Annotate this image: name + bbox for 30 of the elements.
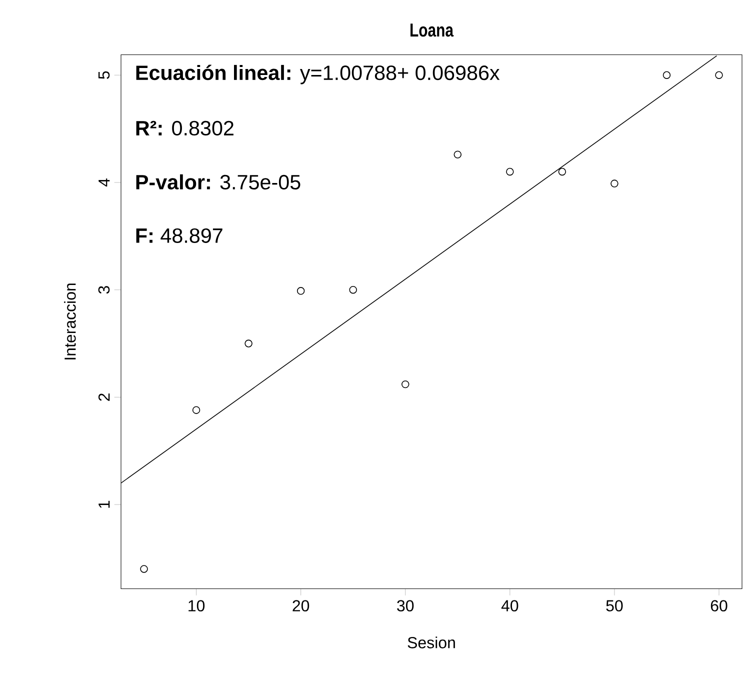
point xyxy=(454,150,462,158)
point xyxy=(402,380,410,388)
point xyxy=(296,287,305,295)
annotation: P-valor: 3.75e-05 xyxy=(136,174,300,190)
annotation: F: 48.897 xyxy=(136,228,222,243)
point xyxy=(140,565,148,573)
point xyxy=(244,340,252,348)
x-tick-label: 50 xyxy=(606,600,623,612)
x-axis-title: Sesion xyxy=(408,636,455,648)
y-tick-label: 5 xyxy=(98,71,110,79)
point xyxy=(506,168,514,176)
x-tick-label: 20 xyxy=(292,600,310,612)
point xyxy=(558,168,566,176)
annotation: Ecuación lineal: y=1.00788+ 0.06986x xyxy=(136,64,500,84)
annotation: R²: 0.8302 xyxy=(136,120,234,136)
x-tick-label: 10 xyxy=(188,600,205,612)
y-tick-label: 2 xyxy=(98,394,110,401)
y-tick-label: 1 xyxy=(98,500,110,508)
point xyxy=(349,286,357,294)
chart-title: Loana xyxy=(410,24,454,37)
y-tick-label: 3 xyxy=(98,286,110,294)
point xyxy=(662,71,671,79)
point xyxy=(610,180,618,188)
y-tick-label: 4 xyxy=(98,178,110,187)
x-tick-label: 30 xyxy=(397,600,414,612)
y-axis-title: Interaccion xyxy=(64,284,76,360)
point xyxy=(192,406,200,414)
point xyxy=(715,71,723,79)
x-tick-label: 60 xyxy=(710,600,728,612)
x-tick-label: 40 xyxy=(501,600,518,612)
